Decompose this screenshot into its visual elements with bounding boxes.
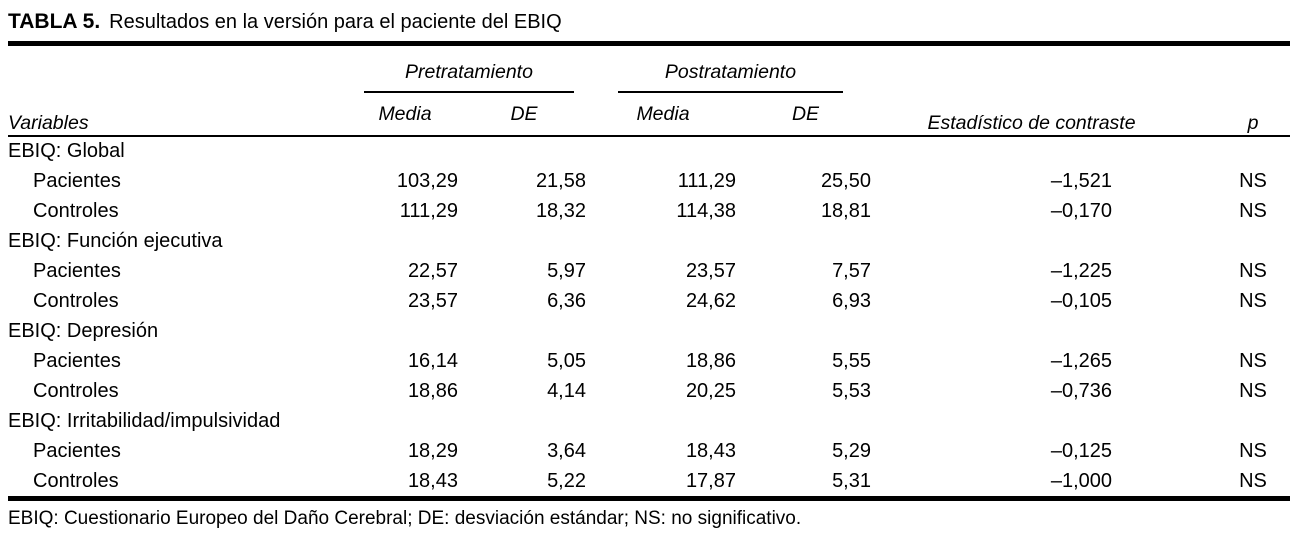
cell-post-media: 24,62 <box>685 289 736 312</box>
cell-p: NS <box>1239 439 1267 462</box>
cell-post-media: 23,57 <box>685 259 736 282</box>
col-header-pre-media: Media <box>350 93 460 137</box>
cell-p: NS <box>1239 199 1267 222</box>
row-label: Controles <box>33 199 119 222</box>
cell-post-media: 18,43 <box>685 439 736 462</box>
cell-statistic: –1,225 <box>1050 259 1112 282</box>
section-row: EBIQ: Global <box>8 136 1290 166</box>
cell-pre-media: 18,29 <box>407 439 458 462</box>
cell-post-media: 111,29 <box>677 169 736 192</box>
col-header-post-de: DE <box>738 93 873 137</box>
cell-pre-media: 16,14 <box>407 349 458 372</box>
section-title: EBIQ: Función ejecutiva <box>8 229 223 252</box>
col-header-variables: Variables <box>8 46 350 137</box>
data-row: Pacientes 22,57 5,97 23,57 7,57 –1,225 N… <box>8 256 1290 286</box>
cell-post-de: 7,57 <box>832 259 871 282</box>
cell-pre-de: 4,14 <box>547 379 586 402</box>
cell-pre-de: 18,32 <box>535 199 586 222</box>
data-row: Pacientes 16,14 5,05 18,86 5,55 –1,265 N… <box>8 346 1290 376</box>
row-label: Pacientes <box>33 439 121 462</box>
cell-statistic: –0,170 <box>1050 199 1112 222</box>
table-caption-text: Resultados en la versión para el pacient… <box>109 11 562 33</box>
header-group-row: Variables Pretratamiento Postratamiento … <box>8 46 1290 137</box>
cell-statistic: –1,521 <box>1050 169 1112 192</box>
row-label: Pacientes <box>33 169 121 192</box>
footnote: EBIQ: Cuestionario Europeo del Daño Cere… <box>8 508 802 529</box>
table-body: EBIQ: Global Pacientes 103,29 21,58 111,… <box>8 136 1290 496</box>
cell-pre-media: 111,29 <box>399 199 458 222</box>
row-label: Pacientes <box>33 259 121 282</box>
data-row: Pacientes 18,29 3,64 18,43 5,29 –0,125 N… <box>8 436 1290 466</box>
section-title: EBIQ: Irritabilidad/impulsividad <box>8 409 281 432</box>
section-title: EBIQ: Global <box>8 140 125 162</box>
cell-pre-media: 23,57 <box>407 289 458 312</box>
cell-statistic: –1,000 <box>1050 469 1112 492</box>
cell-post-media: 17,87 <box>685 469 736 492</box>
cell-post-de: 5,29 <box>832 439 871 462</box>
data-row: Controles 18,86 4,14 20,25 5,53 –0,736 N… <box>8 376 1290 406</box>
table-caption-label: TABLA 5. <box>8 10 101 33</box>
top-rule <box>8 41 1290 46</box>
row-label: Pacientes <box>33 349 121 372</box>
data-row: Controles 23,57 6,36 24,62 6,93 –0,105 N… <box>8 286 1290 316</box>
group-header-posttreatment: Postratamiento <box>588 46 873 93</box>
cell-pre-de: 5,22 <box>547 469 586 492</box>
cell-p: NS <box>1239 379 1267 402</box>
header-sub-row: Media DE Media DE <box>8 93 1290 137</box>
cell-post-de: 5,53 <box>832 379 871 402</box>
cell-post-de: 25,50 <box>820 169 871 192</box>
cell-post-de: 6,93 <box>832 289 871 312</box>
cell-pre-de: 21,58 <box>535 169 586 192</box>
row-label: Controles <box>33 379 119 402</box>
cell-pre-media: 103,29 <box>396 169 458 192</box>
cell-pre-media: 18,86 <box>407 379 458 402</box>
group-header-pretreatment-label: Pretratamiento <box>364 59 574 93</box>
col-header-post-media: Media <box>588 93 738 137</box>
cell-p: NS <box>1239 349 1267 372</box>
col-header-p: p <box>1190 46 1290 137</box>
section-row: EBIQ: Irritabilidad/impulsividad <box>8 406 1290 436</box>
results-table: Variables Pretratamiento Postratamiento … <box>8 46 1290 496</box>
section-row: EBIQ: Función ejecutiva <box>8 226 1290 256</box>
cell-post-media: 114,38 <box>676 199 736 222</box>
cell-p: NS <box>1239 169 1267 192</box>
table-header: Variables Pretratamiento Postratamiento … <box>8 46 1290 137</box>
table-caption: TABLA 5. Resultados en la versión para el… <box>8 6 1290 41</box>
data-row: Controles 18,43 5,22 17,87 5,31 –1,000 N… <box>8 466 1290 496</box>
cell-pre-de: 6,36 <box>547 289 586 312</box>
cell-post-media: 18,86 <box>685 349 736 372</box>
col-header-statistic: Estadístico de contraste <box>873 46 1190 137</box>
cell-post-media: 20,25 <box>685 379 736 402</box>
cell-statistic: –0,736 <box>1050 379 1112 402</box>
cell-post-de: 5,55 <box>832 349 871 372</box>
cell-p: NS <box>1239 289 1267 312</box>
cell-statistic: –0,105 <box>1050 289 1112 312</box>
cell-post-de: 18,81 <box>820 199 871 222</box>
cell-statistic: –0,125 <box>1050 439 1112 462</box>
cell-pre-de: 5,05 <box>547 349 586 372</box>
data-row: Controles 111,29 18,32 114,38 18,81 –0,1… <box>8 196 1290 226</box>
cell-p: NS <box>1239 469 1267 492</box>
bottom-rule <box>8 496 1290 501</box>
row-label: Controles <box>33 469 119 492</box>
group-header-posttreatment-label: Postratamiento <box>618 59 843 93</box>
group-header-pretreatment: Pretratamiento <box>350 46 588 93</box>
cell-statistic: –1,265 <box>1050 349 1112 372</box>
section-row: EBIQ: Depresión <box>8 316 1290 346</box>
cell-pre-de: 5,97 <box>547 259 586 282</box>
section-title: EBIQ: Depresión <box>8 319 159 342</box>
cell-pre-de: 3,64 <box>547 439 586 462</box>
row-label: Controles <box>33 289 119 312</box>
col-header-pre-de: DE <box>460 93 588 137</box>
cell-pre-media: 22,57 <box>407 259 458 282</box>
cell-p: NS <box>1239 259 1267 282</box>
cell-pre-media: 18,43 <box>407 469 458 492</box>
data-row: Pacientes 103,29 21,58 111,29 25,50 –1,5… <box>8 166 1290 196</box>
paper-table-figure: TABLA 5. Resultados en la versión para el… <box>8 6 1290 529</box>
cell-post-de: 5,31 <box>832 469 871 492</box>
